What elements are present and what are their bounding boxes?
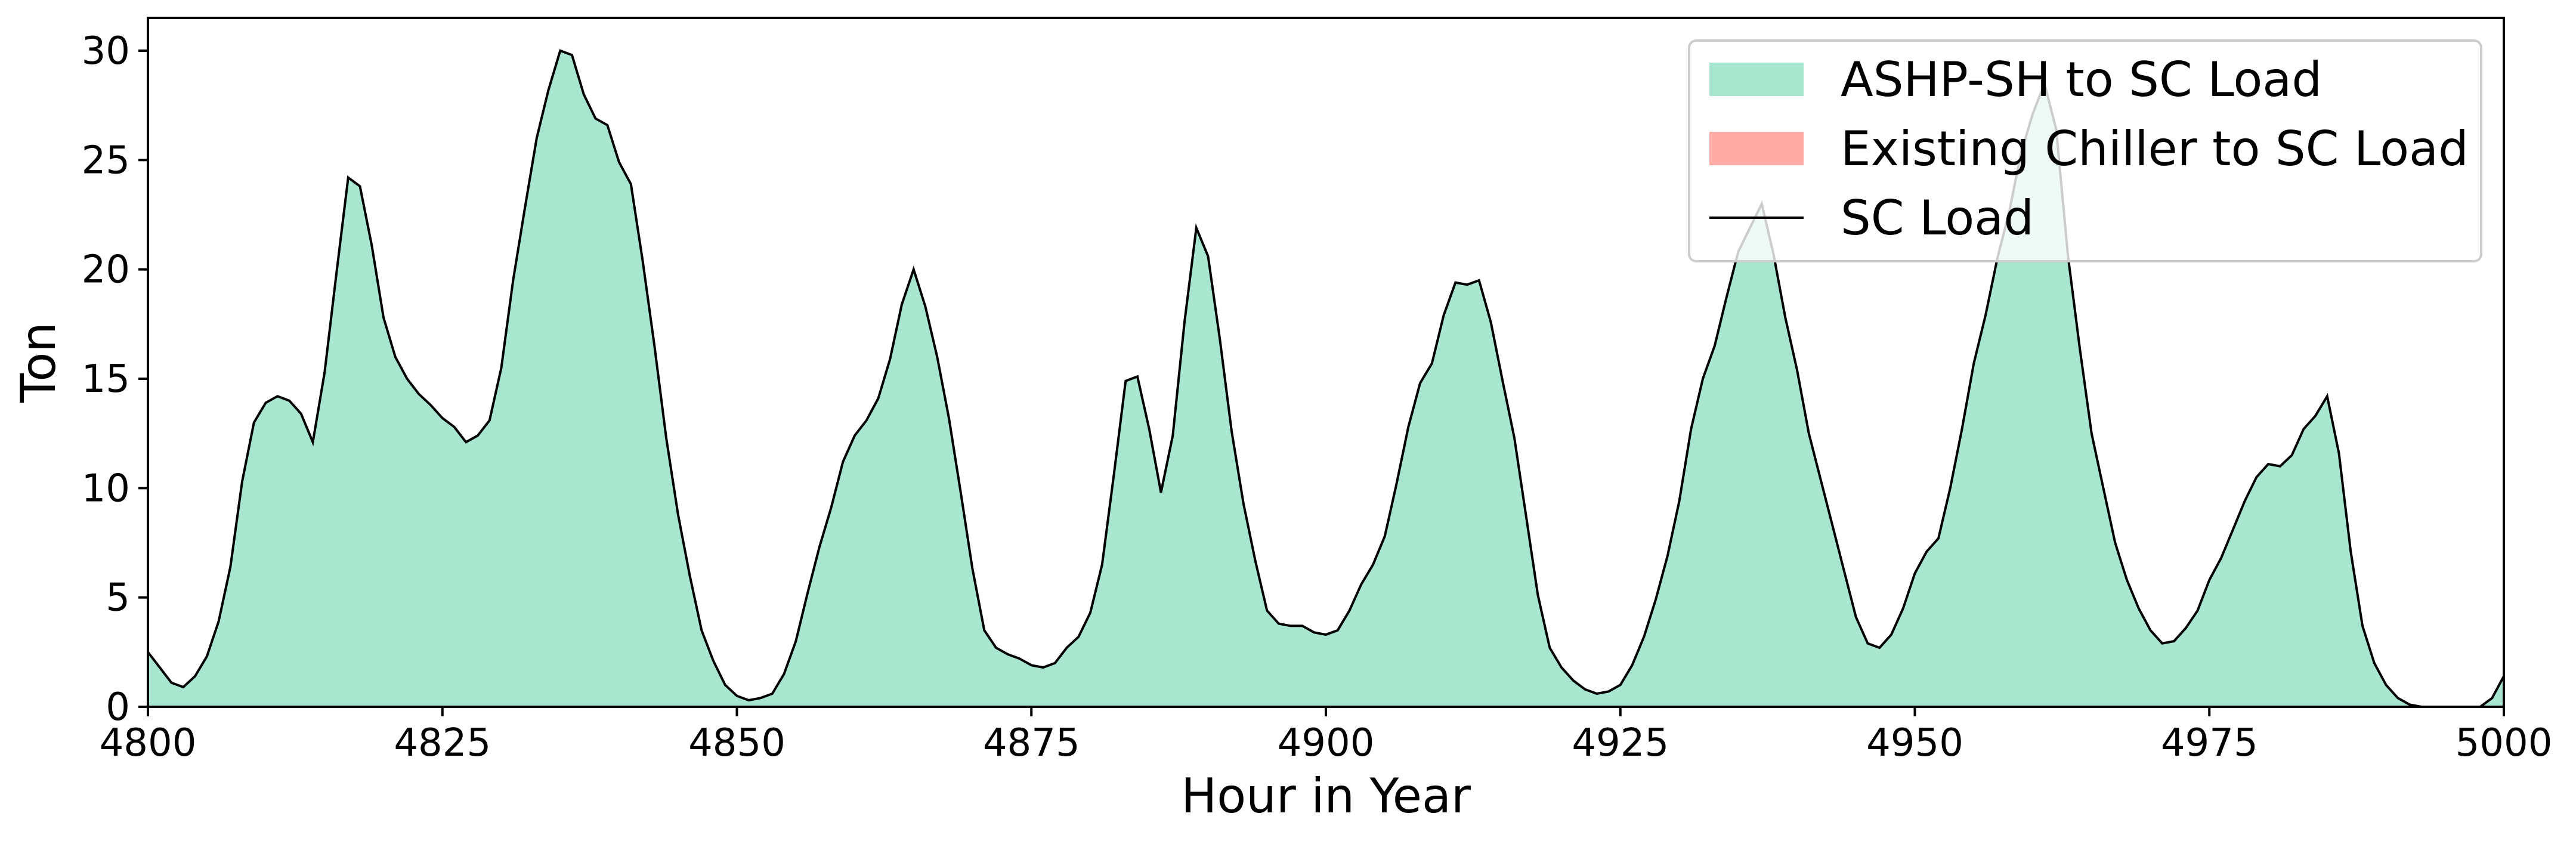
y-tick-label: 20 bbox=[82, 248, 130, 292]
legend-swatch bbox=[1709, 63, 1804, 96]
y-tick-label: 10 bbox=[82, 466, 130, 511]
x-tick-label: 4950 bbox=[1866, 721, 1963, 765]
x-tick-label: 4850 bbox=[688, 721, 786, 765]
y-tick-label: 30 bbox=[82, 29, 130, 73]
area-ashp-sh-to-sc-load bbox=[148, 51, 2504, 707]
legend-label: SC Load bbox=[1841, 190, 2034, 246]
y-tick-label: 15 bbox=[82, 357, 130, 401]
legend-label: Existing Chiller to SC Load bbox=[1841, 121, 2469, 177]
x-tick-label: 4925 bbox=[1572, 721, 1669, 765]
plot-area bbox=[147, 49, 2505, 708]
x-tick-label: 4900 bbox=[1278, 721, 1375, 765]
y-axis-label: Ton bbox=[11, 322, 66, 403]
x-tick-label: 5000 bbox=[2456, 721, 2553, 765]
y-tick-label: 25 bbox=[82, 138, 130, 183]
x-tick-label: 4975 bbox=[2161, 721, 2258, 765]
legend-box bbox=[1688, 39, 2482, 262]
legend: ASHP-SH to SC Load Existing Chiller to SC… bbox=[1688, 39, 2482, 262]
legend-label: ASHP-SH to SC Load bbox=[1841, 52, 2322, 107]
line-sc-load bbox=[147, 49, 2505, 708]
x-tick-label: 4875 bbox=[983, 721, 1080, 765]
x-axis-ticks: 4800 4825 4850 4875 4900 4925 4950 4975 5000 bbox=[100, 707, 2553, 765]
y-axis-ticks: 0 5 10 15 20 25 30 bbox=[82, 29, 148, 729]
y-tick-label: 5 bbox=[106, 576, 130, 620]
legend-swatch bbox=[1709, 132, 1804, 165]
x-tick-label: 4825 bbox=[394, 721, 491, 765]
x-tick-label: 4800 bbox=[100, 721, 197, 765]
x-axis-label: Hour in Year bbox=[1181, 768, 1471, 824]
y-tick-label: 0 bbox=[106, 685, 130, 729]
